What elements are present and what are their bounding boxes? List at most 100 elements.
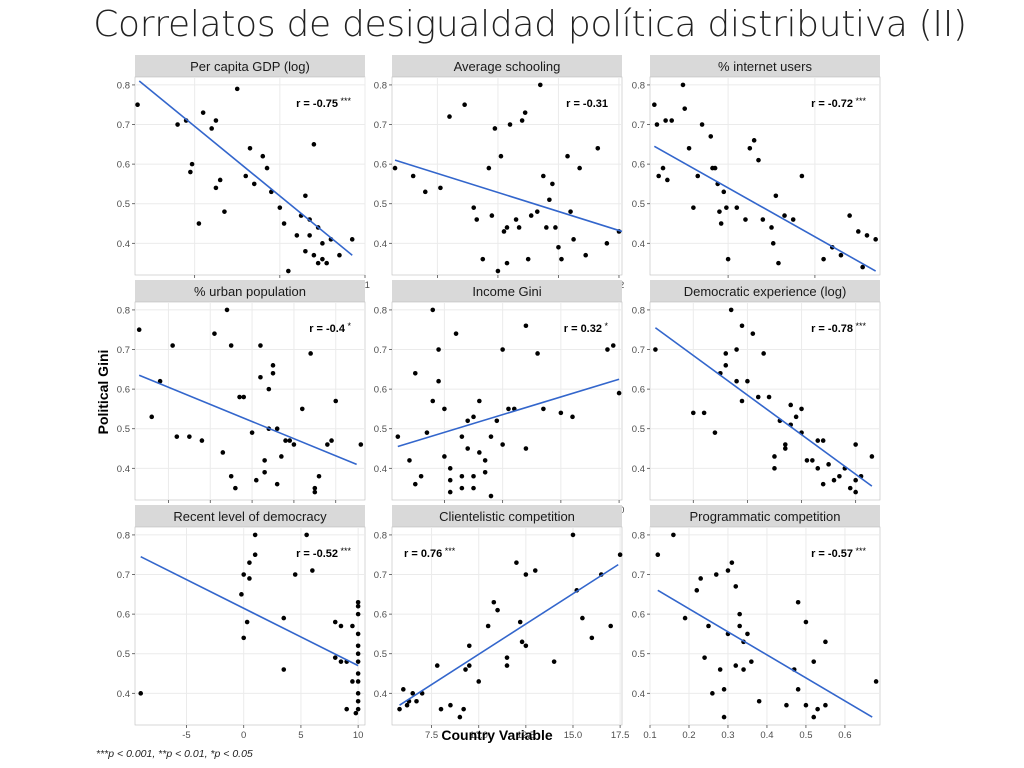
data-point: [501, 229, 507, 234]
data-point: [653, 347, 658, 352]
data-point: [355, 679, 361, 684]
data-point: [725, 568, 731, 573]
data-point: [241, 394, 247, 400]
data-point: [220, 450, 226, 455]
data-point: [756, 698, 762, 704]
x-tick-label: 0.4: [760, 730, 773, 741]
correlation-label: r = -0.72 ***: [811, 96, 866, 110]
y-tick-label: 0.6: [117, 385, 130, 396]
correlation-value: r = -0.4: [309, 323, 346, 335]
data-point: [769, 225, 774, 230]
x-axis-title: Country Variable: [441, 727, 553, 743]
data-point: [188, 169, 193, 175]
y-tick-label: 0.4: [117, 689, 130, 700]
correlation-value: r = 0.32: [564, 323, 602, 335]
data-point: [523, 323, 529, 329]
data-point: [434, 663, 440, 668]
data-point: [234, 86, 240, 92]
y-tick-label: 0.6: [632, 160, 645, 171]
data-point: [424, 430, 430, 435]
data-point: [324, 260, 329, 266]
data-point: [803, 619, 809, 625]
data-point: [466, 643, 472, 649]
data-point: [149, 414, 155, 420]
data-point: [262, 469, 267, 475]
y-tick-label: 0.8: [374, 530, 387, 541]
data-point: [750, 331, 756, 336]
data-point: [873, 237, 878, 242]
data-point: [196, 221, 202, 226]
data-point: [504, 225, 510, 230]
data-point: [471, 485, 476, 491]
data-point: [264, 165, 270, 171]
plot-area: [649, 301, 881, 501]
data-point: [286, 268, 291, 274]
y-tick-label: 0.5: [632, 424, 645, 435]
data-point: [558, 410, 564, 416]
data-point: [570, 414, 575, 420]
data-point: [745, 378, 750, 384]
data-point: [823, 639, 828, 645]
data-point: [793, 414, 799, 420]
data-point: [494, 418, 500, 424]
data-point: [826, 462, 831, 467]
data-point: [551, 659, 557, 664]
panel-strip-title: Income Gini: [472, 284, 541, 299]
data-point: [519, 118, 525, 123]
data-point: [523, 446, 529, 451]
data-point: [761, 351, 766, 356]
data-point: [733, 584, 739, 589]
data-point: [495, 607, 500, 613]
significance-stars: ***: [338, 546, 352, 556]
data-point: [810, 458, 815, 463]
data-point: [258, 374, 263, 380]
data-point: [770, 241, 776, 246]
data-point: [355, 659, 361, 664]
data-point: [723, 363, 729, 368]
data-point: [189, 161, 195, 167]
data-point: [270, 370, 276, 376]
data-point: [568, 209, 573, 214]
data-point: [281, 221, 287, 226]
data-point: [729, 560, 735, 565]
x-tick-label: 0.1: [643, 730, 656, 741]
correlation-label: r = 0.76 ***: [404, 546, 456, 560]
data-point: [772, 454, 777, 459]
x-tick-label: 0.2: [682, 730, 695, 741]
x-tick-label: 15.0: [564, 730, 583, 741]
data-point: [610, 343, 616, 348]
correlation-value: r = -0.72: [811, 98, 853, 110]
data-point: [723, 351, 729, 356]
correlation-label: r = -0.75 ***: [296, 96, 351, 110]
data-point: [583, 252, 588, 258]
data-point: [751, 138, 757, 143]
data-point: [488, 493, 494, 499]
data-point: [262, 458, 267, 463]
data-point: [498, 153, 504, 159]
data-point: [355, 611, 361, 617]
data-point: [258, 343, 263, 348]
correlation-label: r = -0.31: [566, 98, 608, 110]
data-point: [477, 398, 482, 404]
y-tick-label: 0.6: [374, 160, 387, 171]
regression-line: [394, 159, 623, 233]
data-point: [476, 679, 482, 684]
y-tick-label: 0.5: [117, 199, 130, 210]
data-point: [170, 343, 175, 348]
data-point: [570, 532, 576, 538]
data-point: [756, 157, 761, 163]
data-point: [465, 418, 470, 424]
data-point: [853, 489, 858, 495]
data-point: [447, 114, 452, 119]
data-point: [690, 410, 696, 416]
slide-title: Correlatos de desigualdad política distr…: [93, 4, 967, 45]
panel-2: Average schooling0.40.50.60.70.8681012r …: [374, 55, 624, 291]
data-point: [784, 702, 789, 708]
data-point: [815, 706, 820, 712]
data-point: [737, 611, 742, 617]
data-point: [571, 237, 576, 242]
data-point: [821, 256, 826, 262]
data-point: [532, 568, 538, 573]
regression-line: [138, 80, 353, 256]
